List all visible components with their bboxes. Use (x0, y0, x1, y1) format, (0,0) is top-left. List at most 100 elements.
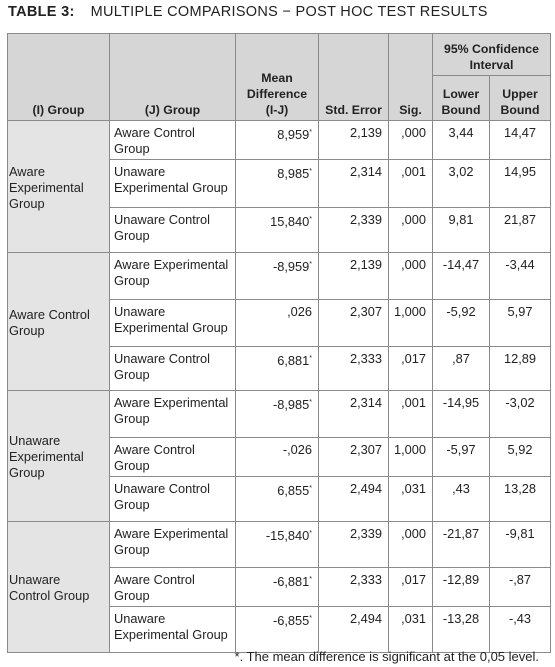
mean-difference: 6,881* (235, 346, 319, 391)
table-head: (I) Group (J) Group Mean Difference (I-J… (7, 33, 551, 121)
lower-bound: -21,87 (432, 521, 490, 568)
sig: ,001 (388, 159, 433, 208)
upper-bound: 21,87 (489, 207, 551, 253)
data-row: Aware Control Group -6,881* 2,333,017 -12,8… (8, 567, 551, 607)
mean-difference-value: 6,881 (277, 353, 310, 368)
data-row: Unaware Control Group 15,840* 2,339,000 9,8… (8, 207, 551, 253)
significance-mark: * (309, 168, 312, 175)
mean-difference-value: 15,840 (270, 214, 310, 229)
mean-difference-value: -6,855 (272, 613, 310, 628)
comparison-group: Aware Experimental Group (109, 521, 236, 568)
data-row: Unaware Experimental Group Aware Experime… (7, 390, 551, 522)
significance-mark: * (309, 485, 312, 492)
data-row: Aware Experimental Group Aware Control Gr… (7, 120, 551, 253)
upper-bound: 5,92 (489, 437, 551, 477)
upper-bound: -3,44 (489, 252, 551, 300)
mean-difference: -8,959* (235, 252, 319, 300)
mean-difference-value: 8,985 (277, 166, 310, 181)
significance-mark: * (309, 615, 312, 622)
header-cell: Std. Error (318, 33, 389, 121)
header-cell: 95% Confidence Interval (432, 33, 551, 76)
header-row: (I) Group (J) Group Mean Difference (I-J… (7, 33, 551, 121)
sig: ,001 (388, 390, 433, 438)
comparison-group: Unaware Experimental Group (109, 606, 236, 653)
upper-bound: 14,95 (489, 159, 551, 208)
sig: ,017 (388, 567, 433, 607)
comparison-group: Aware Experimental Group (109, 390, 236, 438)
comparison-group: Unaware Control Group (109, 476, 236, 522)
std-error: 2,307 (318, 437, 389, 477)
significance-mark: * (309, 216, 312, 223)
std-error: 2,339 (318, 521, 389, 568)
std-error: 2,339 (318, 207, 389, 253)
sig: ,031 (388, 606, 433, 653)
mean-difference-value: 6,855 (277, 483, 310, 498)
comparison-group: Aware Control Group (109, 437, 236, 477)
lower-bound: -14,95 (432, 390, 490, 438)
mean-difference: 6,855* (235, 476, 319, 522)
lower-bound: ,43 (432, 476, 490, 522)
upper-bound: -,87 (489, 567, 551, 607)
footnote: *. The mean difference is significant at… (234, 649, 539, 664)
std-error: 2,494 (318, 606, 389, 653)
lower-bound: 3,02 (432, 159, 490, 208)
data-row: Unaware Control Group 6,855* 2,494,031,43 1… (8, 476, 551, 522)
upper-bound: 13,28 (489, 476, 551, 522)
comparison-table: (I) Group (J) Group Mean Difference (I-J… (7, 33, 551, 653)
data-row: Unaware Experimental Group ,026 2,307 1,000… (8, 299, 551, 347)
std-error: 2,333 (318, 346, 389, 391)
significance-mark: * (309, 355, 312, 362)
lower-bound: ,87 (432, 346, 490, 391)
group-cell: Unaware Control Group (7, 521, 110, 653)
header-cell: Lower Bound (432, 75, 490, 121)
std-error: 2,494 (318, 476, 389, 522)
header-row: Lower Bound Upper Bound (8, 75, 551, 121)
table-title: MULTIPLE COMPARISONS − POST HOC TEST RES… (90, 4, 488, 20)
sig: ,000 (388, 207, 433, 253)
header-cell: Sig. (388, 33, 433, 121)
data-row: Unaware Control Group Aware Experimental … (7, 521, 551, 653)
significance-mark: * (309, 576, 312, 583)
std-error: 2,314 (318, 390, 389, 438)
title: TABLE 3: MULTIPLE COMPARISONS − POST HOC … (8, 4, 488, 20)
data-row: Unaware Experimental Group -6,855* 2,494,0… (8, 606, 551, 653)
significance-mark: * (309, 530, 312, 537)
mean-difference: 15,840* (235, 207, 319, 253)
mean-difference: -15,840* (235, 521, 319, 568)
group-cell: Aware Control Group (7, 252, 110, 391)
mean-difference-value: ,026 (287, 304, 312, 319)
mean-difference: 8,985* (235, 159, 319, 208)
mean-difference: ,026 (235, 299, 319, 347)
upper-bound: 12,89 (489, 346, 551, 391)
std-error: 2,139 (318, 120, 389, 160)
std-error: 2,314 (318, 159, 389, 208)
significance-mark: * (309, 129, 312, 136)
table-label: TABLE 3: (8, 4, 75, 20)
header-cell: Mean Difference (I-J) (235, 33, 319, 121)
sig: ,017 (388, 346, 433, 391)
table-body: Aware Experimental Group Aware Control Gr… (7, 120, 551, 653)
group-cell: Aware Experimental Group (7, 120, 110, 253)
upper-bound: -3,02 (489, 390, 551, 438)
mean-difference: -,026 (235, 437, 319, 477)
upper-bound: 5,97 (489, 299, 551, 347)
sig: ,000 (388, 120, 433, 160)
std-error: 2,333 (318, 567, 389, 607)
header-cell: (J) Group (109, 33, 236, 121)
sig: ,000 (388, 521, 433, 568)
comparison-group: Unaware Control Group (109, 207, 236, 253)
mean-difference-value: -8,959 (272, 259, 310, 274)
comparison-group: Aware Control Group (109, 120, 236, 160)
comparison-group: Unaware Control Group (109, 346, 236, 391)
lower-bound: 3,44 (432, 120, 490, 160)
mean-difference: 8,959* (235, 120, 319, 160)
group-cell: Unaware Experimental Group (7, 390, 110, 522)
header-cell: (I) Group (7, 33, 110, 121)
mean-difference-value: -15,840 (265, 528, 310, 543)
mean-difference: -6,881* (235, 567, 319, 607)
sig: 1,000 (388, 437, 433, 477)
lower-bound: -5,92 (432, 299, 490, 347)
mean-difference: -8,985* (235, 390, 319, 438)
upper-bound: -9,81 (489, 521, 551, 568)
